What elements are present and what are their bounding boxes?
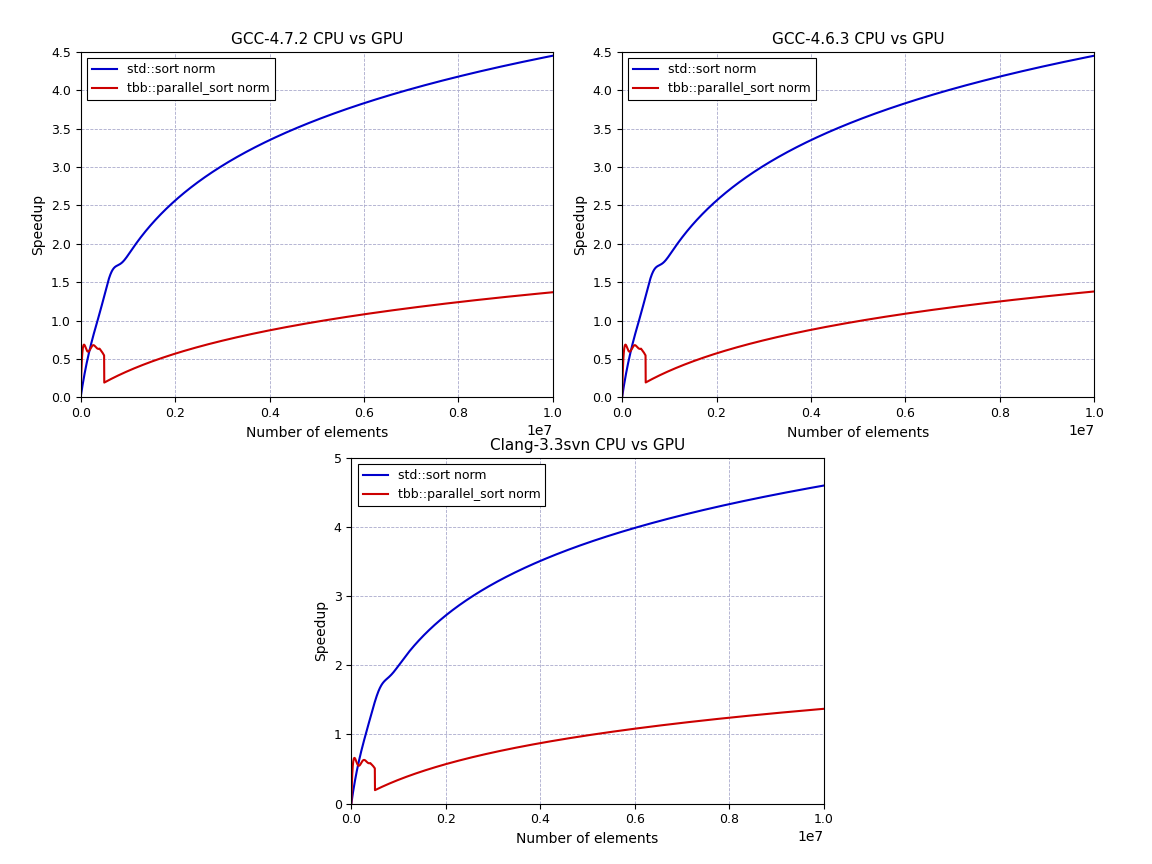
std::sort norm xyxy=(1028,63,1041,73)
tbb::parallel_sort norm xyxy=(275,322,289,333)
tbb::parallel_sort norm xyxy=(615,392,629,403)
X-axis label: Number of elements: Number of elements xyxy=(516,832,659,846)
tbb::parallel_sort norm xyxy=(1078,287,1092,297)
std::sort norm xyxy=(525,559,539,569)
tbb::parallel_sort norm xyxy=(74,392,88,403)
tbb::parallel_sort norm xyxy=(255,327,268,337)
std::sort norm xyxy=(697,207,711,218)
Legend: std::sort norm, tbb::parallel_sort norm: std::sort norm, tbb::parallel_sort norm xyxy=(86,58,274,100)
Line: tbb::parallel_sort norm: tbb::parallel_sort norm xyxy=(622,291,1094,397)
tbb::parallel_sort norm xyxy=(808,704,821,715)
std::sort norm xyxy=(817,480,831,491)
std::sort norm xyxy=(426,621,440,632)
tbb::parallel_sort norm xyxy=(128,363,142,373)
Title: GCC-4.7.2 CPU vs GPU: GCC-4.7.2 CPU vs GPU xyxy=(230,31,403,47)
std::sort norm xyxy=(486,63,500,73)
std::sort norm xyxy=(796,139,810,149)
tbb::parallel_sort norm xyxy=(525,740,539,750)
std::sort norm xyxy=(156,207,169,218)
tbb::parallel_sort norm xyxy=(546,736,560,746)
Line: std::sort norm: std::sort norm xyxy=(81,55,553,397)
Y-axis label: Speedup: Speedup xyxy=(314,600,328,661)
std::sort norm xyxy=(546,50,560,60)
Title: GCC-4.6.3 CPU vs GPU: GCC-4.6.3 CPU vs GPU xyxy=(772,31,945,47)
X-axis label: Number of elements: Number of elements xyxy=(245,426,388,440)
tbb::parallel_sort norm xyxy=(399,772,412,783)
Y-axis label: Speedup: Speedup xyxy=(31,194,45,255)
Line: std::sort norm: std::sort norm xyxy=(351,486,824,804)
tbb::parallel_sort norm xyxy=(156,353,169,363)
std::sort norm xyxy=(344,798,358,809)
tbb::parallel_sort norm xyxy=(1028,292,1041,302)
std::sort norm xyxy=(275,129,289,139)
tbb::parallel_sort norm xyxy=(537,288,551,298)
std::sort norm xyxy=(1087,50,1101,60)
Line: tbb::parallel_sort norm: tbb::parallel_sort norm xyxy=(81,292,553,397)
Line: std::sort norm: std::sort norm xyxy=(622,55,1094,397)
Y-axis label: Speedup: Speedup xyxy=(573,194,586,255)
std::sort norm xyxy=(669,240,683,251)
tbb::parallel_sort norm xyxy=(1087,286,1101,296)
std::sort norm xyxy=(615,392,629,403)
tbb::parallel_sort norm xyxy=(669,363,683,373)
tbb::parallel_sort norm xyxy=(344,798,358,809)
Title: Clang-3.3svn CPU vs GPU: Clang-3.3svn CPU vs GPU xyxy=(490,437,685,453)
std::sort norm xyxy=(808,482,821,492)
std::sort norm xyxy=(537,53,551,63)
tbb::parallel_sort norm xyxy=(697,353,711,363)
std::sort norm xyxy=(399,651,412,662)
std::sort norm xyxy=(128,240,142,251)
std::sort norm xyxy=(817,129,831,139)
std::sort norm xyxy=(74,392,88,403)
std::sort norm xyxy=(1078,53,1092,63)
Legend: std::sort norm, tbb::parallel_sort norm: std::sort norm, tbb::parallel_sort norm xyxy=(357,464,545,506)
tbb::parallel_sort norm xyxy=(757,709,771,720)
std::sort norm xyxy=(255,139,268,149)
Line: tbb::parallel_sort norm: tbb::parallel_sort norm xyxy=(351,708,824,804)
tbb::parallel_sort norm xyxy=(796,327,810,337)
Legend: std::sort norm, tbb::parallel_sort norm: std::sort norm, tbb::parallel_sort norm xyxy=(628,58,816,100)
std::sort norm xyxy=(546,550,560,561)
X-axis label: Number of elements: Number of elements xyxy=(787,426,930,440)
tbb::parallel_sort norm xyxy=(546,287,560,297)
tbb::parallel_sort norm xyxy=(817,322,831,333)
tbb::parallel_sort norm xyxy=(817,703,831,714)
std::sort norm xyxy=(757,492,771,502)
tbb::parallel_sort norm xyxy=(486,293,500,303)
tbb::parallel_sort norm xyxy=(426,763,440,773)
